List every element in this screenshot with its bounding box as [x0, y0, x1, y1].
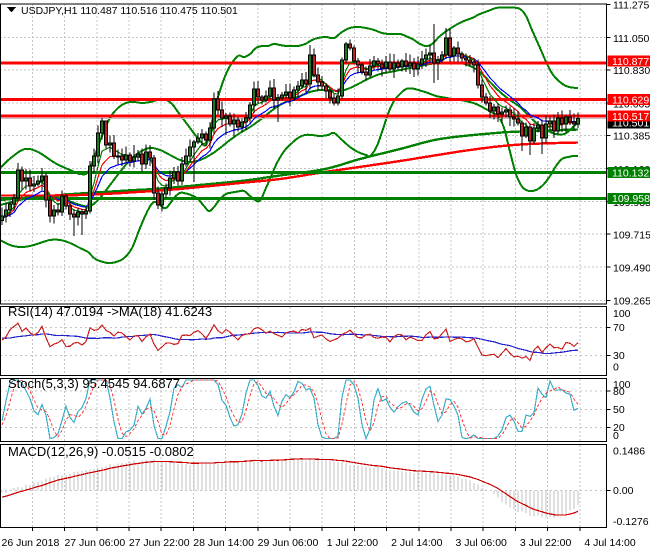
svg-text:109.265: 109.265: [613, 296, 650, 308]
svg-text:100: 100: [613, 308, 631, 320]
svg-text:110.629: 110.629: [612, 94, 649, 106]
svg-text:80: 80: [613, 386, 625, 398]
svg-text:28 Jun 14:00: 28 Jun 14:00: [193, 537, 254, 549]
svg-text:109.958: 109.958: [612, 193, 650, 205]
svg-text:0.00: 0.00: [613, 485, 634, 497]
svg-text:0.1486: 0.1486: [613, 446, 645, 458]
svg-text:0: 0: [613, 430, 619, 442]
svg-text:USDJPY,H1 110.487 110.516 110: USDJPY,H1 110.487 110.516 110.475 110.50…: [21, 5, 238, 17]
svg-text:30: 30: [613, 350, 625, 362]
svg-text:111.050: 111.050: [613, 33, 650, 45]
svg-text:2 Jul 14:00: 2 Jul 14:00: [391, 537, 443, 549]
svg-text:3 Jul 06:00: 3 Jul 06:00: [456, 537, 508, 549]
svg-text:109.490: 109.490: [613, 263, 650, 275]
svg-text:4 Jul 14:00: 4 Jul 14:00: [584, 537, 636, 549]
svg-text:29 Jun 06:00: 29 Jun 06:00: [258, 537, 319, 549]
svg-text:110.132: 110.132: [612, 168, 649, 180]
svg-text:0: 0: [613, 362, 619, 374]
svg-text:109.715: 109.715: [613, 229, 650, 241]
svg-text:110.877: 110.877: [612, 56, 649, 68]
svg-text:1 Jul 22:00: 1 Jul 22:00: [327, 537, 379, 549]
svg-text:70: 70: [613, 322, 625, 334]
svg-text:-0.1276: -0.1276: [613, 516, 649, 528]
svg-text:27 Jun 06:00: 27 Jun 06:00: [64, 537, 125, 549]
svg-text:50: 50: [613, 404, 625, 416]
svg-text:110.517: 110.517: [612, 111, 649, 123]
svg-text:Stoch(5,3,3) 95.4545 94.6877: Stoch(5,3,3) 95.4545 94.6877: [8, 376, 180, 391]
svg-text:27 Jun 22:00: 27 Jun 22:00: [129, 537, 190, 549]
svg-text:110.385: 110.385: [613, 131, 650, 143]
svg-text:RSI(14) 47.0194 ->MA(18) 41.6: RSI(14) 47.0194 ->MA(18) 41.6243: [8, 304, 212, 319]
svg-text:26 Jun 2018: 26 Jun 2018: [1, 537, 59, 549]
svg-text:3 Jul 22:00: 3 Jul 22:00: [520, 537, 572, 549]
svg-text:MACD(12,26,9) -0.0515 -0.0802: MACD(12,26,9) -0.0515 -0.0802: [8, 444, 194, 459]
svg-text:111.275: 111.275: [613, 0, 650, 12]
